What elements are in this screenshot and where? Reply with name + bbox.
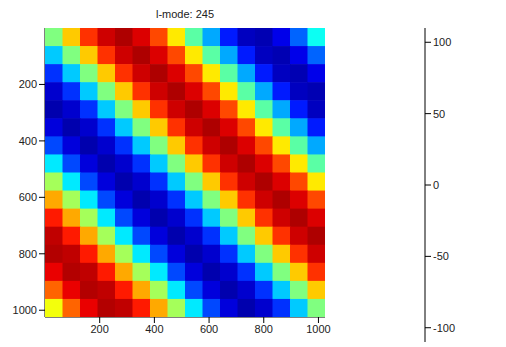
svg-text:200: 200 (19, 78, 37, 90)
svg-text:-100: -100 (433, 322, 455, 334)
svg-text:100: 100 (433, 36, 451, 48)
svg-text:-50: -50 (433, 250, 449, 262)
svg-text:50: 50 (433, 108, 445, 120)
svg-text:400: 400 (145, 323, 163, 335)
html-text:l-mode: 245: l-mode: 245 (156, 8, 214, 20)
svg-text:200: 200 (91, 323, 109, 335)
svg-text:800: 800 (19, 248, 37, 260)
svg-text:600: 600 (200, 323, 218, 335)
svg-text:1000: 1000 (13, 304, 37, 316)
svg-text:0: 0 (433, 179, 439, 191)
svg-text:1000: 1000 (306, 323, 330, 335)
svg-text:600: 600 (19, 191, 37, 203)
svg-text:800: 800 (255, 323, 273, 335)
svg-text:400: 400 (19, 135, 37, 147)
